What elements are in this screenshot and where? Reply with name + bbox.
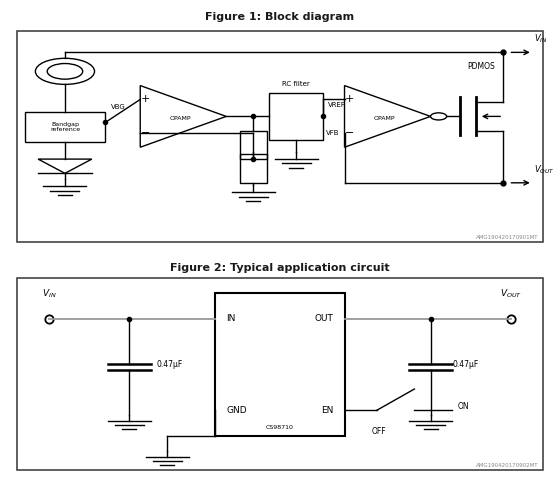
Text: VFB: VFB xyxy=(325,130,339,136)
Polygon shape xyxy=(140,86,226,147)
Text: $V_{OUT}$: $V_{OUT}$ xyxy=(500,287,522,300)
Text: OFF: OFF xyxy=(371,427,386,436)
Text: +: + xyxy=(141,94,150,105)
Text: AMG190420170902MT: AMG190420170902MT xyxy=(475,463,538,468)
Text: OPAMP: OPAMP xyxy=(170,116,192,121)
Polygon shape xyxy=(38,159,92,173)
Text: CS98710: CS98710 xyxy=(266,424,294,430)
Polygon shape xyxy=(344,86,431,147)
Text: $V_{IN}$: $V_{IN}$ xyxy=(41,287,56,300)
Text: PDMOS: PDMOS xyxy=(468,62,496,71)
Text: RC filter: RC filter xyxy=(282,81,310,87)
Text: $V_{IN}$: $V_{IN}$ xyxy=(534,33,548,45)
Text: ON: ON xyxy=(458,402,469,410)
Text: −: − xyxy=(141,128,150,138)
Text: GND: GND xyxy=(226,406,247,415)
Text: VBG: VBG xyxy=(111,104,125,110)
Text: AMG190420170901MT: AMG190420170901MT xyxy=(475,235,538,240)
Polygon shape xyxy=(269,93,323,140)
Text: +: + xyxy=(345,94,354,105)
Text: EN: EN xyxy=(321,406,334,415)
Text: −: − xyxy=(345,128,354,138)
Text: Bandgap
reference: Bandgap reference xyxy=(50,121,80,133)
Text: Figure 1: Block diagram: Figure 1: Block diagram xyxy=(206,12,354,22)
Text: $V_{OUT}$: $V_{OUT}$ xyxy=(534,163,555,176)
Text: OUT: OUT xyxy=(315,315,334,323)
Text: OPAMP: OPAMP xyxy=(374,116,395,121)
Text: 0.47μF: 0.47μF xyxy=(156,360,183,369)
Text: Figure 2: Typical application circuit: Figure 2: Typical application circuit xyxy=(170,263,390,273)
Text: IN: IN xyxy=(226,315,236,323)
Polygon shape xyxy=(216,293,344,436)
Text: VREF: VREF xyxy=(328,102,346,108)
Text: 0.47μF: 0.47μF xyxy=(452,360,478,369)
